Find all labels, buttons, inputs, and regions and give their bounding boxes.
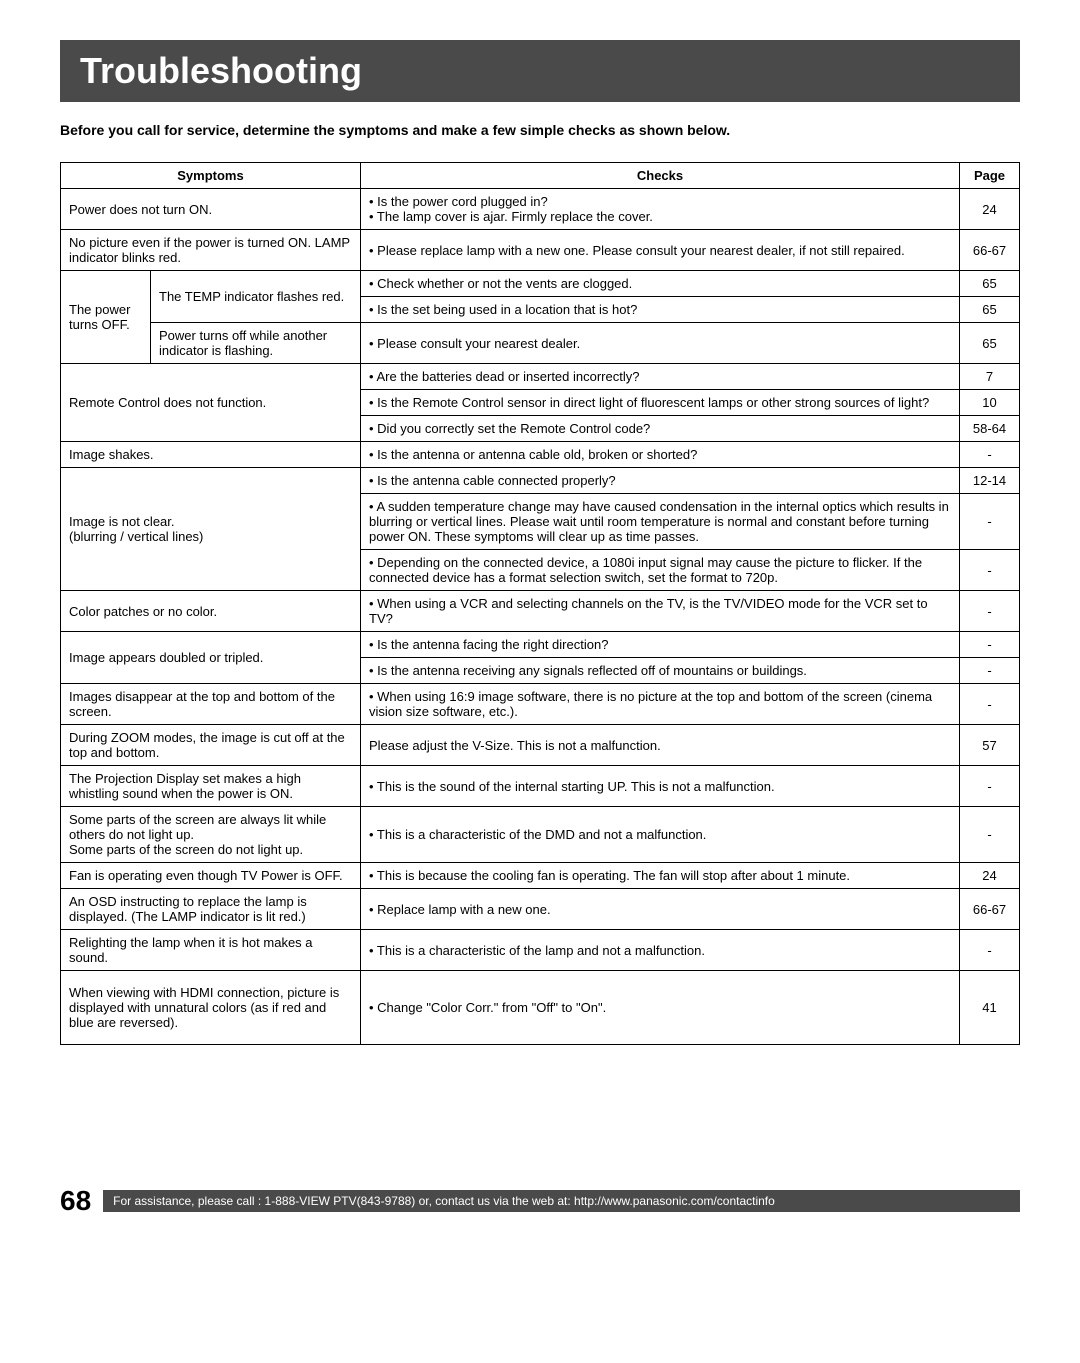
check-cell: • Check whether or not the vents are clo… xyxy=(361,271,960,297)
check-cell: • This is because the cooling fan is ope… xyxy=(361,863,960,889)
check-cell: • A sudden temperature change may have c… xyxy=(361,494,960,550)
header-checks: Checks xyxy=(361,163,960,189)
check-cell: • When using a VCR and selecting channel… xyxy=(361,591,960,632)
intro-text: Before you call for service, determine t… xyxy=(60,122,1020,138)
symptom-subcell: The TEMP indicator flashes red. xyxy=(151,271,361,323)
check-cell: • Please consult your nearest dealer. xyxy=(361,323,960,364)
symptom-cell: Power does not turn ON. xyxy=(61,189,361,230)
table-row: During ZOOM modes, the image is cut off … xyxy=(61,725,1020,766)
page-ref: 57 xyxy=(960,725,1020,766)
page-ref: 41 xyxy=(960,971,1020,1045)
check-cell: • Is the antenna cable connected properl… xyxy=(361,468,960,494)
table-row: The power turns OFF. The TEMP indicator … xyxy=(61,271,1020,297)
check-cell: • Is the antenna or antenna cable old, b… xyxy=(361,442,960,468)
symptom-cell: Relighting the lamp when it is hot makes… xyxy=(61,930,361,971)
page-ref: 65 xyxy=(960,323,1020,364)
symptom-cell: The power turns OFF. xyxy=(61,271,151,364)
symptom-cell: Image is not clear. (blurring / vertical… xyxy=(61,468,361,591)
check-cell: • This is a characteristic of the DMD an… xyxy=(361,807,960,863)
check-cell: • This is the sound of the internal star… xyxy=(361,766,960,807)
page-number: 68 xyxy=(60,1185,91,1217)
check-cell: • Did you correctly set the Remote Contr… xyxy=(361,416,960,442)
page-ref: 24 xyxy=(960,863,1020,889)
page-container: Troubleshooting Before you call for serv… xyxy=(0,0,1080,1237)
page-ref: 12-14 xyxy=(960,468,1020,494)
check-cell: • Depending on the connected device, a 1… xyxy=(361,550,960,591)
table-row: No picture even if the power is turned O… xyxy=(61,230,1020,271)
page-ref: - xyxy=(960,632,1020,658)
check-cell: • Please replace lamp with a new one. Pl… xyxy=(361,230,960,271)
check-cell: • Change "Color Corr." from "Off" to "On… xyxy=(361,971,960,1045)
table-row: Power does not turn ON. • Is the power c… xyxy=(61,189,1020,230)
page-ref: - xyxy=(960,658,1020,684)
symptom-cell: During ZOOM modes, the image is cut off … xyxy=(61,725,361,766)
check-cell: • Is the antenna receiving any signals r… xyxy=(361,658,960,684)
table-row: Images disappear at the top and bottom o… xyxy=(61,684,1020,725)
check-cell: • Is the antenna facing the right direct… xyxy=(361,632,960,658)
page-ref: 65 xyxy=(960,271,1020,297)
symptom-cell: No picture even if the power is turned O… xyxy=(61,230,361,271)
page-title: Troubleshooting xyxy=(60,40,1020,102)
page-ref: - xyxy=(960,591,1020,632)
page-ref: 24 xyxy=(960,189,1020,230)
symptom-cell: Color patches or no color. xyxy=(61,591,361,632)
page-ref: 66-67 xyxy=(960,889,1020,930)
header-symptoms: Symptoms xyxy=(61,163,361,189)
table-row: Image is not clear. (blurring / vertical… xyxy=(61,468,1020,494)
footer-assistance-text: For assistance, please call : 1-888-VIEW… xyxy=(103,1190,1020,1212)
symptom-cell: Image appears doubled or tripled. xyxy=(61,632,361,684)
page-ref: - xyxy=(960,494,1020,550)
page-ref: - xyxy=(960,766,1020,807)
page-ref: - xyxy=(960,930,1020,971)
check-cell: • This is a characteristic of the lamp a… xyxy=(361,930,960,971)
page-ref: - xyxy=(960,807,1020,863)
symptom-cell: When viewing with HDMI connection, pictu… xyxy=(61,971,361,1045)
check-cell: • When using 16:9 image software, there … xyxy=(361,684,960,725)
table-row: Some parts of the screen are always lit … xyxy=(61,807,1020,863)
table-row: Color patches or no color. • When using … xyxy=(61,591,1020,632)
table-row: Power turns off while another indicator … xyxy=(61,323,1020,364)
table-row: Image shakes. • Is the antenna or antenn… xyxy=(61,442,1020,468)
table-row: Fan is operating even though TV Power is… xyxy=(61,863,1020,889)
check-cell: • Is the set being used in a location th… xyxy=(361,297,960,323)
page-ref: 66-67 xyxy=(960,230,1020,271)
footer: 68 For assistance, please call : 1-888-V… xyxy=(60,1185,1020,1217)
symptom-subcell: Power turns off while another indicator … xyxy=(151,323,361,364)
table-row: Image appears doubled or tripled. • Is t… xyxy=(61,632,1020,658)
table-row: Remote Control does not function. • Are … xyxy=(61,364,1020,390)
table-row: When viewing with HDMI connection, pictu… xyxy=(61,971,1020,1045)
symptom-cell: Image shakes. xyxy=(61,442,361,468)
symptom-cell: An OSD instructing to replace the lamp i… xyxy=(61,889,361,930)
page-ref: 65 xyxy=(960,297,1020,323)
symptom-cell: The Projection Display set makes a high … xyxy=(61,766,361,807)
page-ref: 58-64 xyxy=(960,416,1020,442)
page-ref: - xyxy=(960,550,1020,591)
page-ref: 7 xyxy=(960,364,1020,390)
page-ref: 10 xyxy=(960,390,1020,416)
header-page: Page xyxy=(960,163,1020,189)
check-cell: Please adjust the V-Size. This is not a … xyxy=(361,725,960,766)
table-row: The Projection Display set makes a high … xyxy=(61,766,1020,807)
table-row: Relighting the lamp when it is hot makes… xyxy=(61,930,1020,971)
troubleshooting-table: Symptoms Checks Page Power does not turn… xyxy=(60,162,1020,1045)
symptom-cell: Remote Control does not function. xyxy=(61,364,361,442)
page-ref: - xyxy=(960,442,1020,468)
check-cell: • Are the batteries dead or inserted inc… xyxy=(361,364,960,390)
symptom-cell: Some parts of the screen are always lit … xyxy=(61,807,361,863)
page-ref: - xyxy=(960,684,1020,725)
symptom-cell: Fan is operating even though TV Power is… xyxy=(61,863,361,889)
check-cell: • Is the Remote Control sensor in direct… xyxy=(361,390,960,416)
check-cell: • Replace lamp with a new one. xyxy=(361,889,960,930)
table-row: An OSD instructing to replace the lamp i… xyxy=(61,889,1020,930)
symptom-cell: Images disappear at the top and bottom o… xyxy=(61,684,361,725)
check-cell: • Is the power cord plugged in? • The la… xyxy=(361,189,960,230)
